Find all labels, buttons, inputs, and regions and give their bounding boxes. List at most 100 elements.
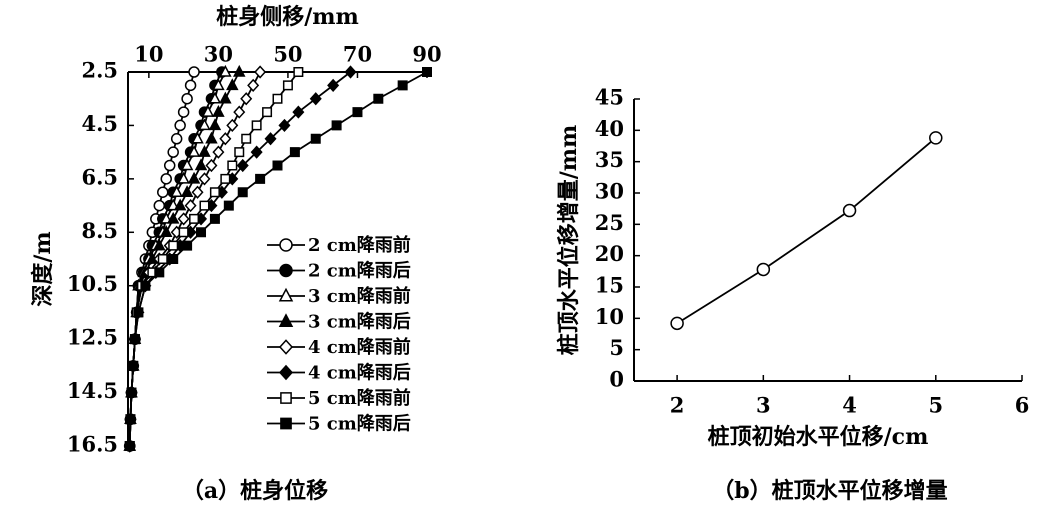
marker [178, 227, 189, 238]
y-tick-label: 2.5 [81, 58, 118, 83]
marker [212, 145, 225, 159]
marker [280, 417, 292, 430]
y-tick-label: 35 [595, 147, 624, 172]
marker [234, 147, 245, 158]
marker [201, 104, 215, 117]
y-tick-label: 40 [595, 116, 624, 141]
series-line [676, 137, 937, 325]
caption: （a）桩身位移 [182, 478, 328, 504]
marker [293, 67, 304, 77]
marker [157, 186, 169, 198]
marker [278, 287, 294, 302]
y-tick-label: 6.5 [81, 164, 118, 189]
y-tick-label: 30 [595, 179, 624, 204]
marker [177, 171, 190, 184]
y-tick-label: 8.5 [81, 218, 118, 243]
marker [208, 91, 222, 104]
marker [331, 120, 342, 131]
legend-label: 2 cm降雨后 [308, 260, 411, 282]
x-tick-label: 50 [273, 42, 302, 67]
marker [160, 173, 172, 185]
marker [237, 187, 248, 198]
marker [177, 212, 190, 226]
marker [177, 106, 190, 118]
marker [344, 65, 357, 79]
marker [373, 93, 384, 104]
marker [180, 185, 194, 197]
y-axis-label: 桩顶水平位移增量/mm [556, 125, 582, 356]
legend-label: 4 cm降雨前 [308, 336, 411, 358]
legend-label: 3 cm降雨前 [308, 285, 411, 307]
y-tick-label: 16.5 [67, 432, 118, 457]
marker [227, 160, 238, 171]
marker [133, 307, 144, 318]
marker [262, 107, 273, 118]
marker [280, 392, 292, 404]
marker [250, 145, 263, 159]
legend-label: 3 cm降雨后 [308, 311, 411, 333]
marker [929, 131, 943, 145]
marker [170, 185, 183, 197]
marker [173, 198, 187, 211]
marker [240, 92, 253, 106]
marker [212, 78, 225, 91]
marker [264, 132, 277, 146]
marker [198, 172, 211, 186]
marker [279, 263, 293, 278]
marker [140, 280, 151, 291]
marker [254, 65, 267, 79]
y-tick-label: 0 [609, 367, 624, 392]
marker [247, 78, 260, 92]
x-tick-label: 90 [412, 42, 441, 67]
marker [209, 213, 220, 224]
marker [126, 387, 137, 398]
y-tick-label: 20 [595, 241, 624, 266]
x-tick-label: 3 [756, 393, 771, 418]
marker [219, 64, 232, 77]
marker [226, 78, 239, 91]
marker [160, 225, 173, 238]
marker [236, 158, 249, 173]
x-tick-label: 4 [842, 393, 857, 418]
marker [154, 267, 165, 278]
x-tick-label: 2 [670, 393, 685, 418]
y-tick-label: 5 [609, 335, 624, 360]
marker [184, 198, 197, 213]
marker [194, 158, 208, 171]
marker [198, 145, 211, 157]
marker [279, 238, 293, 252]
legend-label: 5 cm降雨前 [308, 387, 411, 409]
marker [167, 146, 179, 158]
x-tick-label: 10 [134, 42, 163, 67]
x-tick-label: 6 [1015, 393, 1030, 418]
marker [233, 64, 246, 77]
marker [168, 254, 179, 264]
x-axis-label: 桩顶初始水平位移/cm [708, 424, 929, 450]
marker [219, 91, 232, 104]
marker [241, 133, 252, 144]
marker [168, 240, 179, 251]
marker [180, 158, 194, 171]
marker [124, 441, 135, 451]
marker [278, 339, 294, 355]
marker [219, 132, 232, 146]
marker [310, 133, 321, 144]
marker [220, 173, 231, 184]
y-tick-label: 10.5 [67, 271, 118, 296]
marker [223, 200, 234, 211]
marker [309, 92, 322, 106]
marker [166, 211, 180, 224]
y-tick-label: 14.5 [67, 378, 118, 403]
y-tick-label: 25 [595, 210, 624, 235]
marker [170, 133, 183, 145]
marker [352, 107, 363, 118]
legend-label: 2 cm降雨前 [308, 234, 411, 256]
marker [251, 120, 262, 131]
marker [292, 105, 305, 119]
marker [157, 254, 168, 264]
marker [289, 147, 300, 158]
marker [181, 92, 193, 105]
marker [182, 240, 193, 251]
marker [184, 79, 197, 92]
